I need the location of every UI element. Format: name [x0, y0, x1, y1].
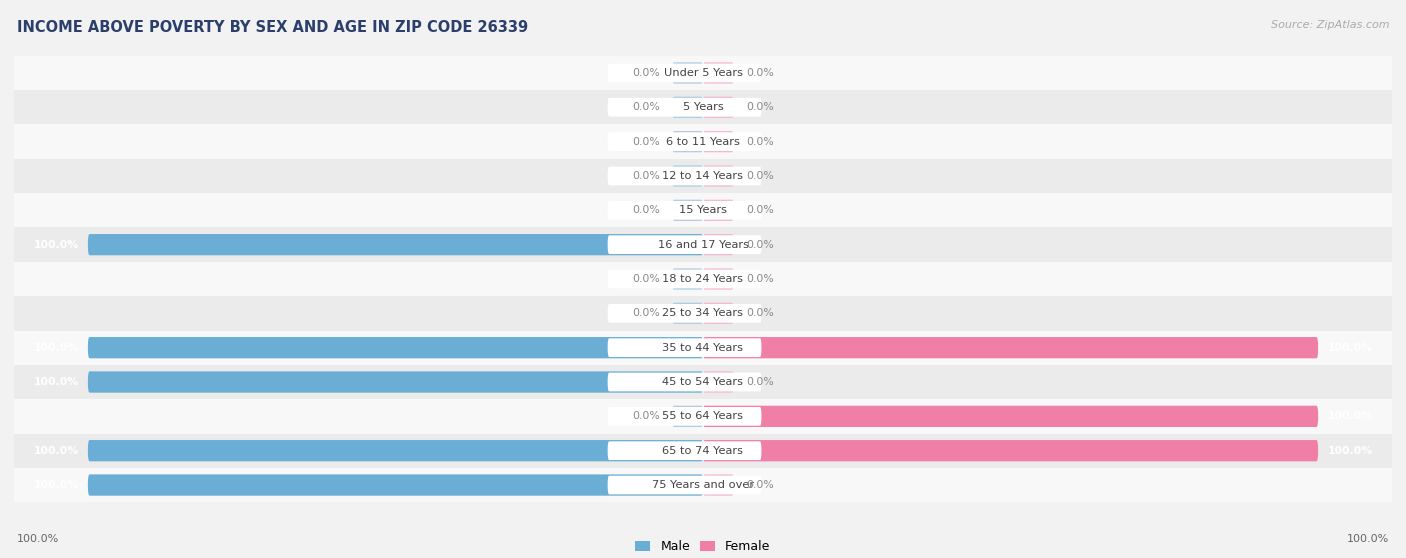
- Text: 0.0%: 0.0%: [633, 137, 659, 147]
- Text: 0.0%: 0.0%: [633, 274, 659, 284]
- Bar: [14, 434, 1392, 468]
- FancyBboxPatch shape: [607, 64, 762, 83]
- FancyBboxPatch shape: [607, 338, 762, 357]
- Text: 12 to 14 Years: 12 to 14 Years: [662, 171, 744, 181]
- Bar: [14, 159, 1392, 193]
- FancyBboxPatch shape: [607, 441, 762, 460]
- Text: 0.0%: 0.0%: [633, 102, 659, 112]
- Text: 0.0%: 0.0%: [747, 309, 773, 318]
- FancyBboxPatch shape: [607, 270, 762, 288]
- Bar: [14, 296, 1392, 330]
- Text: 100.0%: 100.0%: [1347, 534, 1389, 544]
- Text: 0.0%: 0.0%: [633, 205, 659, 215]
- Text: 45 to 54 Years: 45 to 54 Years: [662, 377, 744, 387]
- FancyBboxPatch shape: [703, 302, 734, 324]
- Text: Under 5 Years: Under 5 Years: [664, 68, 742, 78]
- FancyBboxPatch shape: [87, 234, 703, 256]
- Text: 6 to 11 Years: 6 to 11 Years: [666, 137, 740, 147]
- FancyBboxPatch shape: [703, 234, 734, 256]
- Text: INCOME ABOVE POVERTY BY SEX AND AGE IN ZIP CODE 26339: INCOME ABOVE POVERTY BY SEX AND AGE IN Z…: [17, 20, 529, 35]
- FancyBboxPatch shape: [703, 131, 734, 152]
- Text: 0.0%: 0.0%: [633, 68, 659, 78]
- Text: 100.0%: 100.0%: [34, 377, 79, 387]
- Text: 0.0%: 0.0%: [747, 274, 773, 284]
- FancyBboxPatch shape: [607, 132, 762, 151]
- Bar: [14, 262, 1392, 296]
- Text: 0.0%: 0.0%: [747, 205, 773, 215]
- Text: 100.0%: 100.0%: [34, 480, 79, 490]
- Bar: [14, 90, 1392, 124]
- Text: 0.0%: 0.0%: [747, 480, 773, 490]
- FancyBboxPatch shape: [87, 474, 703, 496]
- FancyBboxPatch shape: [87, 372, 703, 393]
- FancyBboxPatch shape: [87, 337, 703, 358]
- FancyBboxPatch shape: [672, 200, 703, 221]
- FancyBboxPatch shape: [703, 97, 734, 118]
- Text: 100.0%: 100.0%: [1327, 343, 1372, 353]
- Bar: [14, 365, 1392, 399]
- Bar: [14, 228, 1392, 262]
- FancyBboxPatch shape: [87, 440, 703, 461]
- Text: 100.0%: 100.0%: [34, 343, 79, 353]
- Text: 100.0%: 100.0%: [1327, 411, 1372, 421]
- FancyBboxPatch shape: [672, 302, 703, 324]
- Text: 100.0%: 100.0%: [1327, 446, 1372, 456]
- Bar: [14, 56, 1392, 90]
- FancyBboxPatch shape: [703, 372, 734, 393]
- Text: 18 to 24 Years: 18 to 24 Years: [662, 274, 744, 284]
- Bar: [14, 193, 1392, 228]
- Bar: [14, 399, 1392, 434]
- Text: 16 and 17 Years: 16 and 17 Years: [658, 240, 748, 249]
- FancyBboxPatch shape: [672, 62, 703, 84]
- FancyBboxPatch shape: [672, 406, 703, 427]
- FancyBboxPatch shape: [607, 304, 762, 323]
- Bar: [14, 468, 1392, 502]
- Text: 55 to 64 Years: 55 to 64 Years: [662, 411, 744, 421]
- Text: 25 to 34 Years: 25 to 34 Years: [662, 309, 744, 318]
- FancyBboxPatch shape: [703, 474, 734, 496]
- Text: 100.0%: 100.0%: [17, 534, 59, 544]
- Text: 5 Years: 5 Years: [683, 102, 723, 112]
- Text: 0.0%: 0.0%: [747, 102, 773, 112]
- FancyBboxPatch shape: [607, 201, 762, 220]
- Text: 35 to 44 Years: 35 to 44 Years: [662, 343, 744, 353]
- FancyBboxPatch shape: [672, 97, 703, 118]
- FancyBboxPatch shape: [703, 337, 1319, 358]
- Text: 0.0%: 0.0%: [633, 171, 659, 181]
- FancyBboxPatch shape: [672, 268, 703, 290]
- FancyBboxPatch shape: [703, 440, 1319, 461]
- FancyBboxPatch shape: [672, 131, 703, 152]
- FancyBboxPatch shape: [607, 167, 762, 185]
- Legend: Male, Female: Male, Female: [630, 536, 776, 558]
- Text: 0.0%: 0.0%: [633, 411, 659, 421]
- FancyBboxPatch shape: [607, 98, 762, 117]
- Text: 0.0%: 0.0%: [747, 171, 773, 181]
- FancyBboxPatch shape: [607, 475, 762, 494]
- Text: 0.0%: 0.0%: [747, 240, 773, 249]
- FancyBboxPatch shape: [703, 165, 734, 186]
- Text: 75 Years and over: 75 Years and over: [652, 480, 754, 490]
- FancyBboxPatch shape: [607, 407, 762, 426]
- FancyBboxPatch shape: [703, 200, 734, 221]
- Text: 100.0%: 100.0%: [34, 240, 79, 249]
- Text: 15 Years: 15 Years: [679, 205, 727, 215]
- Text: 100.0%: 100.0%: [34, 446, 79, 456]
- Text: 0.0%: 0.0%: [747, 137, 773, 147]
- Bar: [14, 330, 1392, 365]
- Text: 0.0%: 0.0%: [747, 68, 773, 78]
- Bar: [14, 124, 1392, 159]
- Text: 65 to 74 Years: 65 to 74 Years: [662, 446, 744, 456]
- FancyBboxPatch shape: [703, 406, 1319, 427]
- FancyBboxPatch shape: [672, 165, 703, 186]
- FancyBboxPatch shape: [703, 268, 734, 290]
- Text: 0.0%: 0.0%: [633, 309, 659, 318]
- FancyBboxPatch shape: [607, 373, 762, 391]
- Text: 0.0%: 0.0%: [747, 377, 773, 387]
- Text: Source: ZipAtlas.com: Source: ZipAtlas.com: [1271, 20, 1389, 30]
- FancyBboxPatch shape: [703, 62, 734, 84]
- FancyBboxPatch shape: [607, 235, 762, 254]
